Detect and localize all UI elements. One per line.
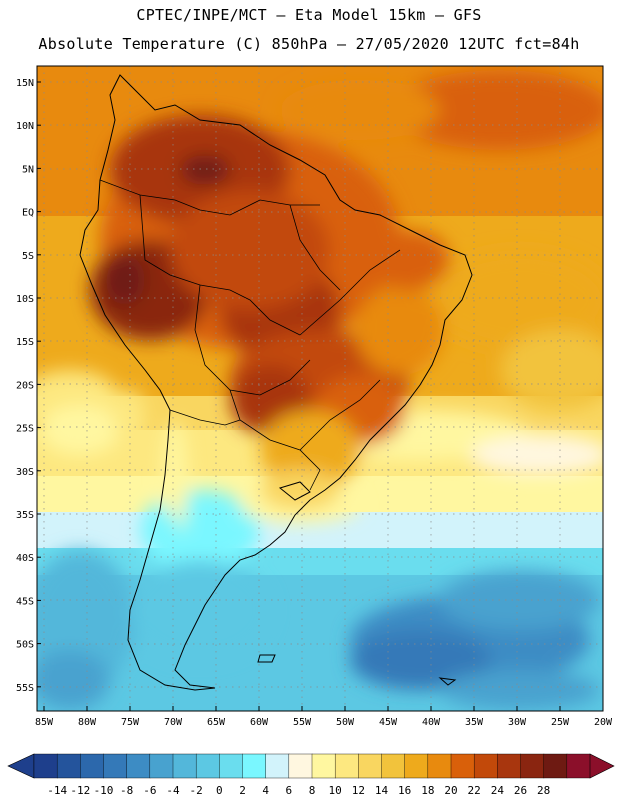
colorbar-swatch: [219, 753, 243, 779]
colorbar-tick-label: 4: [262, 784, 269, 797]
colorbar-swatch: [427, 753, 452, 779]
colorbar-under-arrow: [7, 753, 35, 779]
temperature-field: [37, 66, 603, 711]
lon-label-40W: 40W: [422, 717, 441, 728]
colorbar-tick-label: 10: [329, 784, 342, 797]
colorbar-tick-label: -10: [94, 784, 114, 797]
colorbar-swatch: [265, 753, 290, 779]
colorbar-swatch: [311, 753, 336, 779]
lon-label-60W: 60W: [250, 717, 269, 728]
colorbar-swatch: [381, 753, 406, 779]
lon-label-85W: 85W: [35, 717, 54, 728]
lon-label-20W: 20W: [594, 717, 613, 728]
lon-label-55W: 55W: [293, 717, 312, 728]
colorbar-swatch: [103, 753, 128, 779]
longitude-axis: 85W 80W 75W 70W 65W 60W 55W 50W 45W 40W 35W 30W 25W 2…: [35, 706, 613, 728]
colorbar-tick-label: 22: [468, 784, 481, 797]
lat-label-5S: 5S: [22, 251, 34, 262]
lon-label-45W: 45W: [379, 717, 398, 728]
colorbar-tick-label: 12: [352, 784, 365, 797]
colorbar-swatch: [450, 753, 475, 779]
colorbar-tick-label: -6: [143, 784, 156, 797]
lon-label-75W: 75W: [121, 717, 140, 728]
colorbar-swatch: [473, 753, 498, 779]
colorbar-swatch: [195, 753, 220, 779]
lat-label-55S: 55S: [16, 683, 34, 694]
colorbar-swatch: [566, 753, 591, 779]
colorbar-tick-label: 2: [239, 784, 246, 797]
latitude-axis: 15N 10N 5N EQ 5S 10S 15S 20S 25S 30S 35S 40S 45S 50S 5…: [16, 78, 41, 694]
colorbar-swatch: [358, 753, 383, 779]
colorbar-tick-label: -12: [70, 784, 90, 797]
lat-label-10S: 10S: [16, 294, 34, 305]
lat-label-5N: 5N: [22, 164, 34, 175]
colorbar-swatch: [404, 753, 429, 779]
lon-label-70W: 70W: [164, 717, 183, 728]
lon-label-65W: 65W: [207, 717, 226, 728]
lat-label-45S: 45S: [16, 596, 34, 607]
colorbar-tick-label: 14: [375, 784, 389, 797]
colorbar-tick-label: 18: [421, 784, 434, 797]
colorbar-tick-label: -2: [190, 784, 203, 797]
colorbar-swatch: [242, 753, 267, 779]
colorbar-tick-label: -8: [120, 784, 133, 797]
colorbar-swatch: [288, 753, 313, 779]
lat-label-30S: 30S: [16, 467, 34, 478]
lat-label-EQ: EQ: [22, 208, 34, 219]
map-frame: [36, 65, 604, 712]
colorbar-swatch: [543, 753, 568, 779]
lat-label-15N: 15N: [16, 78, 34, 89]
colorbar-tick-label: 26: [514, 784, 527, 797]
colorbar-tick-label: 0: [216, 784, 223, 797]
lat-label-35S: 35S: [16, 510, 34, 521]
colorbar-over-arrow: [589, 753, 615, 779]
lat-label-50S: 50S: [16, 640, 34, 651]
colorbar-tick-label: 6: [286, 784, 293, 797]
colorbar-swatch: [520, 753, 545, 779]
colorbar: -14 -12 -10 -8 -6 -4 -2 0 2 4 6 8 10 12 14 16 18 20 22 24 26…: [7, 753, 615, 797]
lon-label-80W: 80W: [78, 717, 97, 728]
colorbar-tick-label: 16: [398, 784, 411, 797]
lat-label-40S: 40S: [16, 553, 34, 564]
colorbar-swatch: [172, 753, 197, 779]
colorbar-tick-label: 28: [537, 784, 550, 797]
chart-title-line2: Absolute Temperature (C) 850hPa – 27/05/…: [38, 35, 580, 53]
colorbar-swatch: [334, 753, 359, 779]
lon-label-25W: 25W: [551, 717, 570, 728]
colorbar-swatch: [80, 753, 105, 779]
colorbar-swatch: [56, 753, 81, 779]
coastline: [79, 74, 473, 691]
colorbar-tick-label: 24: [491, 784, 505, 797]
lon-label-50W: 50W: [336, 717, 355, 728]
colorbar-swatch: [33, 753, 58, 779]
lat-label-20S: 20S: [16, 380, 34, 391]
lon-label-30W: 30W: [508, 717, 527, 728]
colorbar-tick-label: 8: [309, 784, 316, 797]
colorbar-tick-label: 20: [444, 784, 457, 797]
lat-label-15S: 15S: [16, 337, 34, 348]
colorbar-tick-label: -14: [47, 784, 67, 797]
colorbar-tick-label: -4: [166, 784, 180, 797]
lon-label-35W: 35W: [465, 717, 484, 728]
lat-label-25S: 25S: [16, 424, 34, 435]
colorbar-swatch: [126, 753, 151, 779]
lat-label-10N: 10N: [16, 121, 34, 132]
colorbar-swatch: [497, 753, 522, 779]
colorbar-swatch: [149, 753, 174, 779]
chart-title-line1: CPTEC/INPE/MCT – Eta Model 15km – GFS: [136, 6, 482, 24]
country-borders: [99, 179, 401, 491]
